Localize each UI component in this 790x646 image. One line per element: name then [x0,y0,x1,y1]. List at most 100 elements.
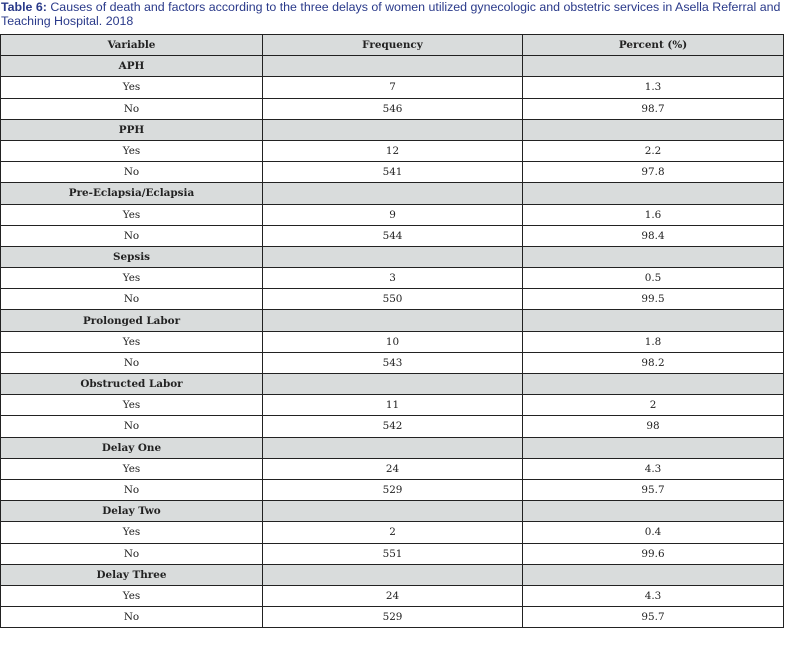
variable-cell: Yes [0,76,263,99]
category-row: Obstructed Labor [0,372,784,396]
table-row: No 541 97.8 [0,161,784,184]
frequency-cell: 9 [262,203,523,226]
category-row: Pre-Eclapsia/Eclapsia [0,182,784,205]
table-row: No 543 98.2 [0,351,784,375]
table-row: Yes 12 2.2 [0,139,784,163]
percent-cell: 1.3 [522,76,784,99]
variable-cell: No [0,97,263,120]
percent-cell: 98 [522,415,784,438]
frequency-cell: 542 [262,415,523,438]
category-name: PPH [0,118,263,141]
category-name: APH [0,55,263,78]
empty-cell [262,372,523,396]
empty-cell [522,436,784,459]
frequency-cell: 544 [262,224,523,247]
header-frequency: Frequency [262,33,523,57]
empty-cell [522,372,784,396]
percent-cell: 1.6 [522,203,784,226]
empty-cell [262,563,523,586]
percent-cell: 98.4 [522,224,784,247]
variable-cell: Yes [0,584,263,608]
variable-cell: No [0,606,263,629]
header-variable: Variable [0,33,263,57]
category-row: Sepsis [0,245,784,269]
percent-cell: 1.8 [522,330,784,353]
category-row: Delay One [0,436,784,459]
category-name: Delay Two [0,500,263,523]
table-row: No 529 95.7 [0,606,784,629]
table-row: No 551 99.6 [0,542,784,565]
percent-cell: 98.2 [522,351,784,375]
caption-label: Table 6: [1,0,47,14]
frequency-cell: 11 [262,394,523,417]
frequency-cell: 24 [262,457,523,480]
variable-cell: No [0,288,263,311]
table-row: Yes 2 0.4 [0,521,784,544]
percent-cell: 98.7 [522,97,784,120]
category-row: Prolonged Labor [0,309,784,332]
variable-cell: Yes [0,394,263,417]
frequency-cell: 2 [262,521,523,544]
frequency-cell: 546 [262,97,523,120]
empty-cell [522,118,784,141]
category-name: Prolonged Labor [0,309,263,332]
percent-cell: 2.2 [522,139,784,163]
table-row: Yes 10 1.8 [0,330,784,353]
empty-cell [262,245,523,269]
table-row: Yes 24 4.3 [0,457,784,480]
empty-cell [522,309,784,332]
table-row: Yes 24 4.3 [0,584,784,608]
percent-cell: 99.5 [522,288,784,311]
empty-cell [262,182,523,205]
table-row: No 550 99.5 [0,288,784,311]
empty-cell [522,500,784,523]
category-name: Sepsis [0,245,263,269]
header-percent: Percent (%) [522,33,784,57]
category-row: Delay Three [0,563,784,586]
variable-cell: Yes [0,457,263,480]
frequency-cell: 7 [262,76,523,99]
table-row: Yes 11 2 [0,394,784,417]
variable-cell: No [0,161,263,184]
variable-cell: Yes [0,330,263,353]
table-row: Yes 7 1.3 [0,76,784,99]
empty-cell [522,182,784,205]
table-row: Yes 3 0.5 [0,267,784,290]
percent-cell: 97.8 [522,161,784,184]
variable-cell: Yes [0,521,263,544]
variable-cell: No [0,478,263,502]
empty-cell [262,436,523,459]
percent-cell: 4.3 [522,584,784,608]
frequency-cell: 550 [262,288,523,311]
frequency-cell: 10 [262,330,523,353]
percent-cell: 0.5 [522,267,784,290]
percent-cell: 99.6 [522,542,784,565]
empty-cell [522,55,784,78]
frequency-cell: 529 [262,606,523,629]
percent-cell: 95.7 [522,606,784,629]
table-row: No 546 98.7 [0,97,784,120]
category-name: Delay One [0,436,263,459]
variable-cell: No [0,542,263,565]
variable-cell: Yes [0,267,263,290]
caption-text: Causes of death and factors according to… [1,0,781,28]
header-row: Variable Frequency Percent (%) [0,33,784,57]
empty-cell [262,309,523,332]
frequency-cell: 24 [262,584,523,608]
table-caption: Table 6: Causes of death and factors acc… [1,0,787,28]
variable-cell: No [0,415,263,438]
frequency-cell: 3 [262,267,523,290]
empty-cell [262,118,523,141]
data-table: Variable Frequency Percent (%) APH Yes 7 1.… [0,33,784,629]
variable-cell: Yes [0,139,263,163]
variable-cell: No [0,351,263,375]
table-row: No 544 98.4 [0,224,784,247]
variable-cell: No [0,224,263,247]
table-row: No 542 98 [0,415,784,438]
empty-cell [262,55,523,78]
percent-cell: 0.4 [522,521,784,544]
variable-cell: Yes [0,203,263,226]
category-row: APH [0,55,784,78]
category-name: Delay Three [0,563,263,586]
category-row: Delay Two [0,500,784,523]
